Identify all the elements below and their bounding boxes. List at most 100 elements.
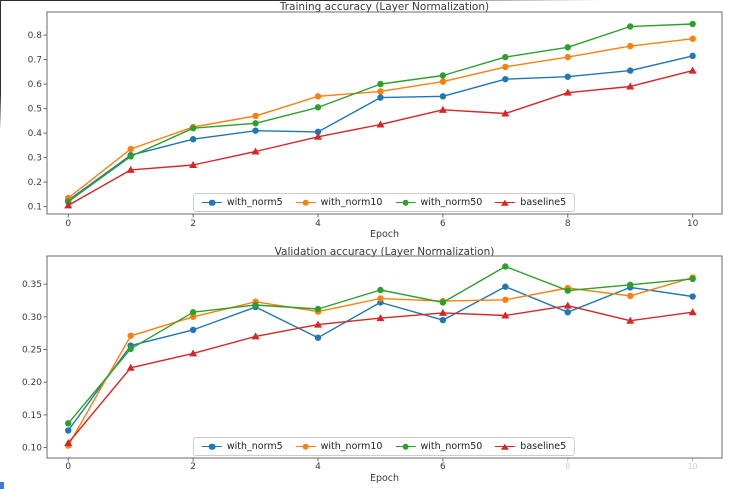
marker-baseline5 xyxy=(251,147,260,155)
marker-with_norm5 xyxy=(65,427,72,434)
legend-item-with_norm5: with_norm5 xyxy=(201,197,283,208)
marker-baseline5 xyxy=(376,314,385,322)
marker-with_norm50 xyxy=(252,120,259,127)
x-tick-label: 10 xyxy=(687,219,699,229)
legend-label: with_norm50 xyxy=(420,441,483,452)
marker-with_norm50 xyxy=(439,299,447,306)
marker-with_norm5 xyxy=(689,52,696,60)
circle-marker-icon xyxy=(395,199,416,207)
marker-with_norm5 xyxy=(564,73,571,80)
marker-with_norm5 xyxy=(689,293,696,300)
marker-baseline5 xyxy=(251,332,260,340)
marker-with_norm5 xyxy=(439,316,447,324)
x-axis-label: Epoch xyxy=(369,473,400,484)
marker-with_norm5 xyxy=(189,326,197,334)
marker-with_norm10 xyxy=(127,332,134,339)
marker-with_norm50 xyxy=(127,153,134,160)
axes-frame xyxy=(46,255,723,459)
x-tick-label: 4 xyxy=(315,219,321,229)
legend-label: with_norm50 xyxy=(420,197,483,208)
marker-with_norm10 xyxy=(252,112,259,120)
y-tick-label: 0.3 xyxy=(28,154,42,164)
marker-baseline5 xyxy=(189,160,198,168)
circle-marker-icon xyxy=(201,199,222,207)
legend-item-with_norm5: with_norm5 xyxy=(201,441,283,452)
x-axis-label: Epoch xyxy=(369,229,400,240)
marker-with_norm50 xyxy=(314,305,322,313)
marker-with_norm10 xyxy=(377,88,384,95)
marker-with_norm50 xyxy=(689,20,696,28)
marker-with_norm10 xyxy=(377,295,384,302)
marker-with_norm50 xyxy=(502,53,509,61)
marker-baseline5 xyxy=(376,120,385,128)
bottom-left-artifact xyxy=(0,482,4,489)
x-tick-label: 2 xyxy=(190,219,196,229)
x-tick-label: 6 xyxy=(440,462,446,472)
marker-with_norm50 xyxy=(502,263,509,270)
marker-baseline5 xyxy=(64,201,73,209)
x-tick-label: 0 xyxy=(65,219,71,229)
marker-with_norm50 xyxy=(564,287,571,294)
circle-marker-icon xyxy=(395,443,416,451)
marker-with_norm50 xyxy=(564,44,571,51)
marker-with_norm50 xyxy=(252,301,259,309)
marker-baseline5 xyxy=(313,132,322,140)
marker-with_norm50 xyxy=(627,281,634,288)
marker-with_norm10 xyxy=(564,53,571,61)
legend-item-with_norm10: with_norm10 xyxy=(295,441,382,452)
y-tick-label: 0.6 xyxy=(28,80,43,90)
marker-baseline5 xyxy=(626,316,635,324)
screenshot-edge-left xyxy=(0,0,1,130)
marker-with_norm5 xyxy=(627,67,634,74)
marker-with_norm50 xyxy=(439,72,447,79)
x-tick-label: 4 xyxy=(315,462,321,472)
series-line-with_norm50 xyxy=(67,23,694,203)
series-line-with_norm5 xyxy=(67,286,694,432)
marker-with_norm5 xyxy=(252,127,259,134)
marker-with_norm5 xyxy=(564,309,571,316)
marker-with_norm10 xyxy=(314,93,322,100)
marker-with_norm50 xyxy=(314,104,322,111)
marker-with_norm5 xyxy=(502,75,509,83)
marker-with_norm50 xyxy=(189,124,197,132)
legend-label: with_norm5 xyxy=(226,441,283,452)
chart-title: Training accuracy (Layer Normalization) xyxy=(279,1,490,13)
marker-with_norm50 xyxy=(627,23,634,30)
marker-baseline5 xyxy=(126,363,135,371)
series-line-with_norm10 xyxy=(67,38,694,199)
marker-baseline5 xyxy=(438,308,447,316)
x-tick-label: 0 xyxy=(65,462,71,472)
marker-baseline5 xyxy=(626,82,635,90)
y-tick-label: 0.25 xyxy=(22,345,42,355)
training-accuracy-chart: Training accuracy (Layer Normalization) … xyxy=(28,1,723,240)
marker-with_norm5 xyxy=(502,283,509,290)
marker-with_norm50 xyxy=(65,420,72,427)
series-line-with_norm5 xyxy=(67,55,694,202)
y-tick-label: 0.5 xyxy=(28,105,42,115)
marker-baseline5 xyxy=(688,66,697,74)
legend-item-with_norm50: with_norm50 xyxy=(395,197,482,208)
x-tick-label: 8 xyxy=(565,462,570,471)
circle-marker-icon xyxy=(295,199,316,207)
y-tick-label: 0.10 xyxy=(22,444,42,454)
circle-marker-icon xyxy=(295,443,316,451)
legend: with_norm5 with_norm10 with_norm50 baseline… xyxy=(192,193,576,212)
chart-title: Validation accuracy (Layer Normalization… xyxy=(274,246,495,258)
marker-baseline5 xyxy=(563,88,572,96)
legend-item-with_norm10: with_norm10 xyxy=(295,197,382,208)
marker-baseline5 xyxy=(438,105,447,113)
marker-baseline5 xyxy=(501,109,510,117)
marker-with_norm10 xyxy=(689,35,696,42)
validation-accuracy-chart: Validation accuracy (Layer Normalization… xyxy=(0,245,737,489)
y-tick-label: 0.2 xyxy=(28,178,42,188)
legend-label: with_norm5 xyxy=(226,197,283,208)
x-tick-label: 2 xyxy=(190,462,196,472)
y-tick-label: 0.7 xyxy=(28,56,42,66)
triangle-marker-icon xyxy=(495,443,516,451)
legend-label: baseline5 xyxy=(520,197,567,208)
marker-baseline5 xyxy=(563,301,572,309)
marker-with_norm10 xyxy=(127,145,134,153)
legend: with_norm5 with_norm10 with_norm50 baseline… xyxy=(192,437,576,456)
triangle-marker-icon xyxy=(495,199,516,207)
marker-with_norm50 xyxy=(127,345,134,353)
